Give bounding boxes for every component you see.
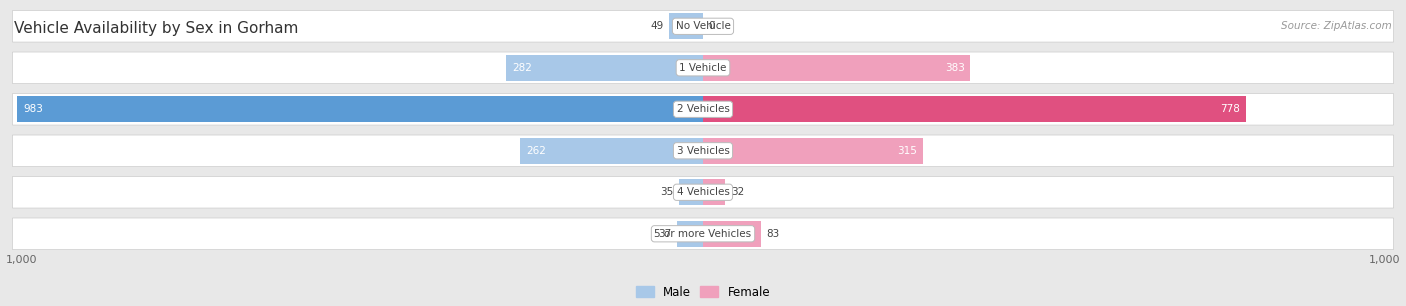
Text: 778: 778 — [1220, 104, 1240, 114]
Text: 315: 315 — [897, 146, 917, 156]
Text: 4 Vehicles: 4 Vehicles — [676, 187, 730, 197]
Text: Source: ZipAtlas.com: Source: ZipAtlas.com — [1281, 21, 1392, 32]
Text: Vehicle Availability by Sex in Gorham: Vehicle Availability by Sex in Gorham — [14, 21, 298, 36]
Text: 1 Vehicle: 1 Vehicle — [679, 63, 727, 73]
Text: 83: 83 — [766, 229, 780, 239]
FancyBboxPatch shape — [13, 10, 1393, 42]
Text: 5 or more Vehicles: 5 or more Vehicles — [654, 229, 752, 239]
Bar — [703, 179, 725, 205]
Text: 3 Vehicles: 3 Vehicles — [676, 146, 730, 156]
Bar — [703, 221, 761, 247]
Text: 35: 35 — [659, 187, 673, 197]
Text: 983: 983 — [22, 104, 42, 114]
Bar — [678, 221, 703, 247]
Text: 282: 282 — [512, 63, 531, 73]
FancyBboxPatch shape — [13, 177, 1393, 208]
Bar — [703, 55, 970, 81]
Legend: Male, Female: Male, Female — [631, 281, 775, 303]
Text: 1,000: 1,000 — [1369, 255, 1400, 264]
Text: No Vehicle: No Vehicle — [675, 21, 731, 31]
Text: 37: 37 — [658, 229, 672, 239]
Bar — [506, 55, 703, 81]
FancyBboxPatch shape — [13, 94, 1393, 125]
Text: 1,000: 1,000 — [6, 255, 37, 264]
Text: 32: 32 — [731, 187, 744, 197]
Text: 49: 49 — [650, 21, 664, 31]
Bar — [669, 13, 703, 39]
Bar — [703, 138, 922, 164]
Text: 262: 262 — [526, 146, 546, 156]
Text: 0: 0 — [709, 21, 716, 31]
Bar — [520, 138, 703, 164]
FancyBboxPatch shape — [13, 52, 1393, 84]
Text: 2 Vehicles: 2 Vehicles — [676, 104, 730, 114]
Bar — [679, 179, 703, 205]
FancyBboxPatch shape — [13, 218, 1393, 249]
FancyBboxPatch shape — [13, 135, 1393, 166]
Bar — [17, 96, 703, 122]
Bar — [703, 96, 1246, 122]
Text: 383: 383 — [945, 63, 965, 73]
